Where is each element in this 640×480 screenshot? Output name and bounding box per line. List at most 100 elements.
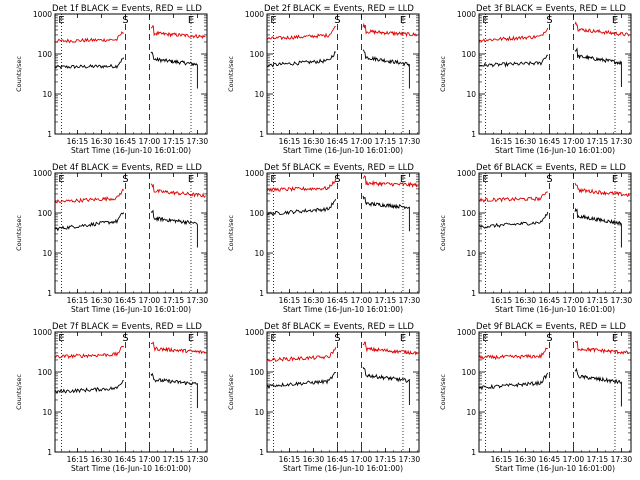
- series-events-line: [150, 209, 198, 248]
- x-tick-label: 17:00: [351, 296, 373, 305]
- plot-frame: [266, 172, 420, 294]
- series-lld-line: [478, 191, 548, 203]
- marker-e-start: E: [58, 333, 64, 344]
- y-tick-label: 100: [462, 368, 477, 377]
- x-tick-label: 17:00: [563, 137, 585, 146]
- x-tick-label: 16:30: [91, 137, 113, 146]
- y-tick-label: 100: [462, 209, 477, 218]
- y-tick-label: 1000: [33, 328, 52, 337]
- x-tick-label: 16:45: [327, 296, 349, 305]
- y-tick-label: 1000: [457, 328, 476, 337]
- series-events-line: [266, 372, 336, 389]
- series-lld-line: [54, 188, 125, 204]
- x-tick-label: 17:00: [563, 455, 585, 464]
- panel-title: Det 5f BLACK = Events, RED = LLD: [264, 163, 414, 173]
- x-tick-label: 17:00: [351, 455, 373, 464]
- x-tick-label: 17:30: [611, 296, 633, 305]
- plot-frame: [266, 331, 420, 453]
- marker-s: S: [546, 174, 552, 185]
- marker-e-end: E: [612, 174, 618, 185]
- y-axis-label: Counts/sec: [15, 374, 23, 410]
- x-tick-label: 16:45: [539, 296, 561, 305]
- x-tick-label: 16:45: [539, 137, 561, 146]
- marker-e-start: E: [270, 174, 276, 185]
- y-tick-label: 100: [38, 209, 53, 218]
- y-tick-label: 10: [42, 408, 52, 417]
- y-tick-label: 1000: [33, 10, 52, 19]
- y-tick-label: 10: [466, 249, 476, 258]
- x-axis-label: Start Time (16-Jun-10 16:01:00): [495, 146, 615, 155]
- x-tick-label: 17:15: [163, 455, 185, 464]
- y-tick-label: 100: [250, 209, 265, 218]
- x-axis-label: Start Time (16-Jun-10 16:01:00): [495, 464, 615, 473]
- x-tick-label: 17:00: [139, 455, 161, 464]
- series-events-line: [362, 195, 410, 232]
- x-tick-label: 16:15: [67, 137, 89, 146]
- x-tick-label: 17:15: [587, 137, 609, 146]
- x-tick-label: 16:15: [279, 296, 301, 305]
- series-events-line: [478, 211, 549, 229]
- series-events-line: [150, 372, 198, 409]
- series-lld-line: [362, 22, 418, 38]
- marker-e-end: E: [188, 174, 194, 185]
- x-axis-label: Start Time (16-Jun-10 16:01:00): [71, 464, 191, 473]
- y-tick-label: 100: [462, 50, 477, 59]
- x-tick-label: 17:30: [611, 137, 633, 146]
- marker-e-start: E: [482, 174, 488, 185]
- x-tick-label: 16:45: [539, 455, 561, 464]
- plot-frame: [478, 13, 632, 135]
- y-tick-label: 1000: [457, 169, 476, 178]
- x-tick-label: 16:45: [115, 455, 137, 464]
- marker-s: S: [546, 333, 552, 344]
- marker-e-end: E: [188, 333, 194, 344]
- x-tick-label: 16:30: [515, 137, 537, 146]
- marker-s: S: [122, 15, 128, 26]
- series-lld-line: [478, 27, 549, 43]
- marker-s: S: [122, 174, 128, 185]
- y-tick-label: 10: [42, 90, 52, 99]
- series-lld-line: [54, 345, 124, 360]
- y-tick-label: 1: [259, 448, 264, 457]
- y-axis-label: Counts/sec: [439, 374, 447, 410]
- plot-frame: [54, 331, 208, 453]
- x-tick-label: 17:00: [563, 296, 585, 305]
- x-tick-label: 16:15: [279, 455, 301, 464]
- y-tick-label: 1: [47, 448, 52, 457]
- series-lld-line: [150, 183, 206, 198]
- marker-e-start: E: [270, 15, 276, 26]
- y-axis-label: Counts/sec: [439, 56, 447, 92]
- chart-panel-3: Det 3f BLACK = Events, RED = LLD Counts/s…: [439, 4, 632, 155]
- series-lld-line: [575, 340, 630, 355]
- marker-e-end: E: [400, 15, 406, 26]
- x-tick-label: 16:15: [491, 455, 513, 464]
- y-tick-label: 10: [42, 249, 52, 258]
- x-tick-label: 16:15: [279, 137, 301, 146]
- y-tick-label: 100: [38, 368, 53, 377]
- x-tick-label: 16:30: [91, 296, 113, 305]
- y-axis-label: Counts/sec: [227, 56, 235, 92]
- x-tick-label: 17:00: [139, 137, 161, 146]
- plot-frame: [54, 13, 208, 135]
- series-events-line: [266, 51, 337, 68]
- y-tick-label: 100: [250, 50, 265, 59]
- y-axis-label: Counts/sec: [15, 56, 23, 92]
- x-axis-label: Start Time (16-Jun-10 16:01:00): [283, 464, 403, 473]
- y-tick-label: 1000: [245, 10, 264, 19]
- x-axis-label: Start Time (16-Jun-10 16:01:00): [283, 305, 403, 314]
- x-tick-label: 16:45: [327, 137, 349, 146]
- x-tick-label: 17:15: [375, 455, 397, 464]
- series-lld-line: [362, 341, 418, 356]
- x-tick-label: 16:15: [67, 296, 89, 305]
- series-lld-line: [266, 178, 337, 193]
- panel-title: Det 2f BLACK = Events, RED = LLD: [264, 4, 414, 14]
- panel-title: Det 6f BLACK = Events, RED = LLD: [476, 163, 626, 173]
- series-events-line: [362, 366, 410, 405]
- y-tick-label: 1000: [245, 328, 264, 337]
- series-events-line: [54, 380, 124, 394]
- y-tick-label: 1: [259, 130, 264, 139]
- x-tick-label: 17:15: [375, 137, 397, 146]
- x-tick-label: 17:30: [399, 137, 421, 146]
- x-tick-label: 16:30: [303, 296, 325, 305]
- y-tick-label: 10: [254, 249, 264, 258]
